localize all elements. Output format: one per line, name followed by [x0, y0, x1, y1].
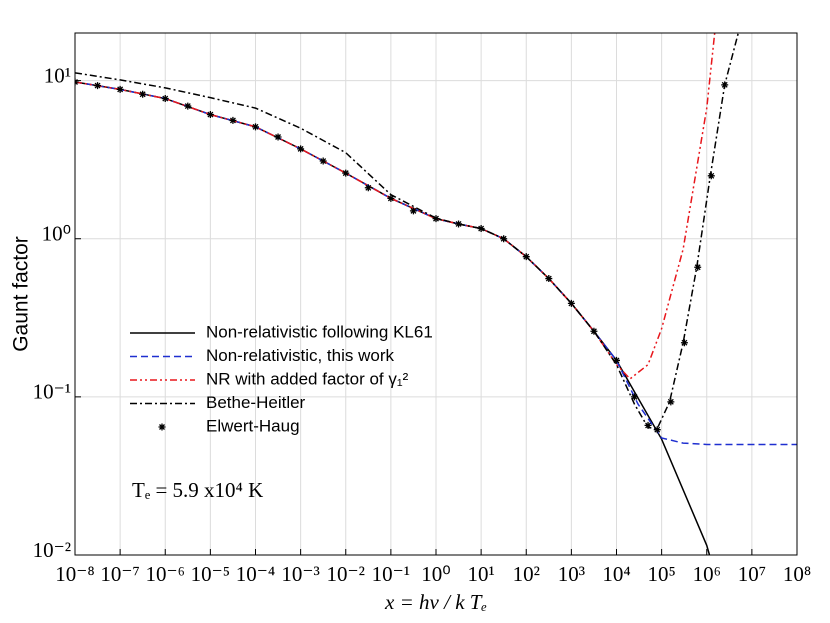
plot-frame: [74, 32, 798, 556]
x-tick-label: 10⁴: [602, 562, 630, 586]
marker: [274, 133, 282, 141]
marker: [590, 327, 598, 335]
x-tick-label: 10⁻⁷: [100, 562, 139, 586]
x-tick-label: 10⁻⁴: [236, 562, 275, 586]
x-tick-label: 10⁷: [738, 562, 766, 586]
legend-label: Elwert-Haug: [206, 416, 300, 435]
x-tick-label: 10⁰: [421, 562, 450, 586]
marker: [522, 253, 530, 261]
marker: [644, 421, 652, 429]
x-axis-label: x = hν / k Tₑ: [384, 590, 487, 614]
x-tick-label: 10²: [513, 562, 540, 586]
marker: [364, 184, 372, 192]
marker: [342, 169, 350, 177]
line: [75, 33, 740, 430]
marker: [252, 123, 259, 131]
x-tick-label: 10⁻⁸: [55, 562, 94, 586]
marker: [161, 95, 169, 103]
x-tick-label: 10⁸: [783, 562, 811, 586]
legend-label: Non-relativistic following KL61: [206, 322, 433, 341]
x-tick-label: 10⁵: [647, 562, 675, 586]
marker: [432, 215, 440, 223]
marker: [455, 220, 463, 228]
marker: [319, 157, 327, 165]
marker: [116, 85, 124, 93]
marker: [387, 194, 395, 202]
legend-label: NR with added factor of γ₁²: [206, 369, 409, 388]
x-tick-label: 10³: [558, 562, 585, 586]
marker: [500, 235, 508, 243]
marker: [680, 339, 688, 347]
y-tick-label: 10⁻¹: [33, 380, 71, 404]
marker: [94, 82, 102, 90]
marker: [409, 207, 417, 215]
line: [75, 33, 716, 380]
marker: [545, 275, 553, 283]
x-tick-label: 10⁻³: [281, 562, 319, 586]
x-tick-label: 10⁻¹: [372, 562, 410, 586]
plot: [75, 33, 797, 555]
marker: [707, 172, 715, 180]
marker: [667, 398, 675, 406]
x-tick-label: 10⁻⁶: [146, 562, 185, 586]
x-tick-label: 10⁻²: [327, 562, 365, 586]
marker: [229, 116, 237, 124]
marker: [613, 356, 620, 364]
legend: Non-relativistic following KL61 Non-relat…: [130, 322, 433, 435]
marker: [630, 393, 638, 401]
marker: [653, 426, 661, 434]
y-tick-label: 10⁰: [42, 222, 71, 246]
marker: [567, 299, 575, 307]
marker: [721, 81, 729, 89]
x-tick-label: 10⁻⁵: [191, 562, 230, 586]
marker: [184, 102, 192, 110]
marker: [694, 263, 702, 271]
legend-swatch: [158, 423, 166, 431]
marker: [206, 111, 214, 119]
legend-label: Non-relativistic, this work: [206, 346, 394, 365]
x-tick-label: 10¹: [467, 562, 494, 586]
marker: [139, 90, 147, 98]
annotation: Tₑ = 5.9 x10⁴ K: [132, 478, 263, 502]
legend-label: Bethe-Heitler: [206, 393, 306, 412]
y-tick-label: 10¹: [44, 63, 71, 87]
y-tick-label: 10⁻²: [33, 538, 71, 562]
marker: [477, 225, 485, 233]
x-tick-label: 10⁶: [693, 562, 721, 586]
grid: [74, 33, 798, 556]
marker: [297, 145, 305, 153]
line: [75, 81, 797, 446]
y-axis-label: Gaunt factor: [10, 236, 33, 352]
